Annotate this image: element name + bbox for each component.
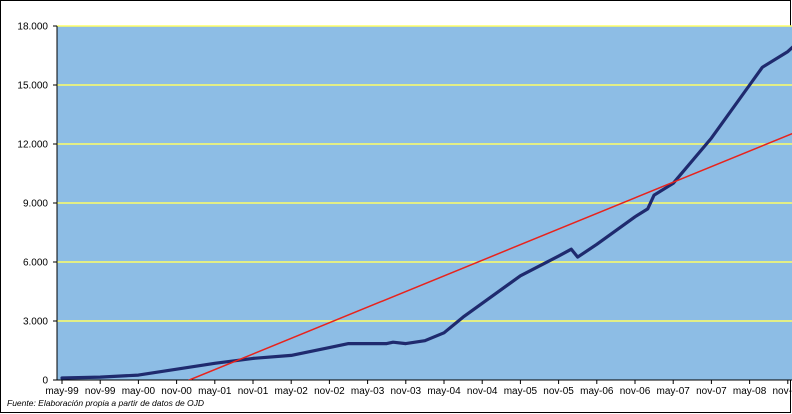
x-tick-label: may-04 (427, 386, 461, 397)
x-tick-label: may-07 (657, 386, 691, 397)
x-tick-label: nov-02 (314, 386, 345, 397)
x-tick-label: may-00 (122, 386, 156, 397)
y-axis-ticks: 0 3.000 6.000 9.000 12.000 15.000 18.000 (17, 22, 57, 387)
x-tick-label: nov-04 (467, 386, 498, 397)
source-note: Fuente: Elaboración propia a partir de d… (7, 398, 205, 408)
x-tick-label: nov-99 (85, 386, 116, 397)
trend-line (188, 132, 792, 380)
line-chart: 0 3.000 6.000 9.000 12.000 15.000 18.000 may-9… (17, 22, 792, 397)
y-tick-label: 18.000 (17, 22, 48, 33)
x-tick-label: may-03 (351, 386, 385, 397)
x-tick-label: may-99 (45, 386, 79, 397)
x-axis-ticks: may-99 nov-99 may-00 nov-00 may-01 nov-01 may-… (45, 380, 792, 397)
x-tick-label: nov-03 (391, 386, 422, 397)
series-group (60, 45, 792, 380)
x-tick-label: nov-07 (696, 386, 727, 397)
x-tick-label: may-08 (733, 386, 767, 397)
x-tick-label: nov-01 (238, 386, 269, 397)
gridlines (57, 25, 792, 322)
y-tick-label: 15.000 (17, 81, 48, 92)
data-line (60, 45, 792, 380)
x-tick-label: may-06 (580, 386, 614, 397)
x-tick-label: nov-06 (620, 386, 651, 397)
y-tick-label: 3.000 (23, 317, 48, 328)
x-tick-label: nov-05 (543, 386, 574, 397)
x-tick-label: may-05 (504, 386, 538, 397)
x-tick-label: may-02 (275, 386, 309, 397)
y-tick-label: 9.000 (23, 199, 48, 210)
y-tick-label: 0 (42, 376, 48, 387)
x-tick-label: nov-00 (161, 386, 192, 397)
x-tick-label: nov-08 (773, 386, 792, 397)
x-tick-label: may-01 (198, 386, 232, 397)
y-tick-label: 12.000 (17, 140, 48, 151)
y-tick-label: 6.000 (23, 258, 48, 269)
